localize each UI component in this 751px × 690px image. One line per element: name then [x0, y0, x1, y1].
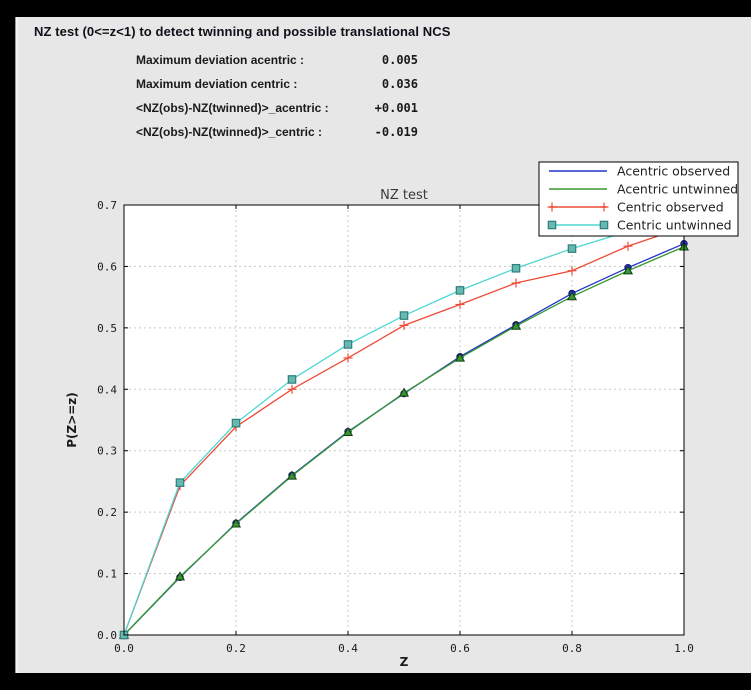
stat-row: <NZ(obs)-NZ(twinned)>_acentric : +0.001 [16, 96, 751, 120]
stat-value: +0.001 [374, 101, 418, 115]
legend-box [538, 161, 739, 237]
y-tick-label: 0.5 [97, 322, 117, 335]
y-tick-label: 0.1 [97, 568, 117, 581]
stats-block: Maximum deviation acentric : 0.005 Maxim… [16, 48, 751, 144]
stat-label: Maximum deviation centric : [136, 77, 298, 91]
nz-test-chart: 0.0 0.1 0.2 0.3 0.4 0.5 0.6 0.7 0.0 0.2 0.4 0.6 0.8 1… [65, 161, 739, 669]
x-tick-label: 0.0 [114, 642, 134, 655]
y-tick-label: 0.4 [97, 383, 117, 396]
plot-title: NZ test [380, 188, 428, 203]
stat-row: Maximum deviation centric : 0.036 [16, 72, 751, 96]
x-tick-label: 0.6 [450, 642, 470, 655]
stat-row: Maximum deviation acentric : 0.005 [16, 48, 751, 72]
stat-value: -0.019 [374, 125, 418, 139]
stat-value: 0.005 [381, 53, 418, 67]
x-tick-label: 0.2 [226, 642, 246, 655]
legend-label: Acentric observed [617, 164, 730, 179]
x-axis-label: Z [400, 655, 409, 669]
legend: Acentric observed Acentric untwinned Centr… [538, 161, 739, 237]
tick-labels: 0.0 0.1 0.2 0.3 0.4 0.5 0.6 0.7 0.0 0.2 0.4 0.6 0.8 1… [97, 199, 694, 655]
x-tick-label: 0.4 [338, 642, 358, 655]
stat-label: <NZ(obs)-NZ(twinned)>_centric : [136, 125, 323, 139]
x-tick-label: 1.0 [674, 642, 694, 655]
y-tick-label: 0.6 [97, 260, 117, 273]
legend-label: Centric untwinned [617, 218, 732, 233]
legend-label: Centric observed [617, 200, 724, 215]
stat-label: Maximum deviation acentric : [136, 53, 305, 67]
stat-label: <NZ(obs)-NZ(twinned)>_acentric : [136, 101, 329, 115]
y-tick-label: 0.2 [97, 506, 117, 519]
report-panel: NZ test (0<=z<1) to detect twinning and … [15, 17, 751, 673]
stat-value: 0.036 [381, 77, 418, 91]
y-tick-label: 0.0 [97, 629, 117, 642]
stat-row: <NZ(obs)-NZ(twinned)>_centric : -0.019 [16, 120, 751, 144]
plot-area [124, 205, 684, 635]
y-tick-label: 0.7 [97, 199, 117, 212]
plot-frame [123, 204, 685, 636]
y-tick-label: 0.3 [97, 445, 117, 458]
page-title: NZ test (0<=z<1) to detect twinning and … [34, 24, 451, 39]
x-tick-label: 0.8 [562, 642, 582, 655]
y-axis-label: P(Z>=z) [65, 392, 79, 448]
legend-label: Acentric untwinned [617, 182, 738, 197]
